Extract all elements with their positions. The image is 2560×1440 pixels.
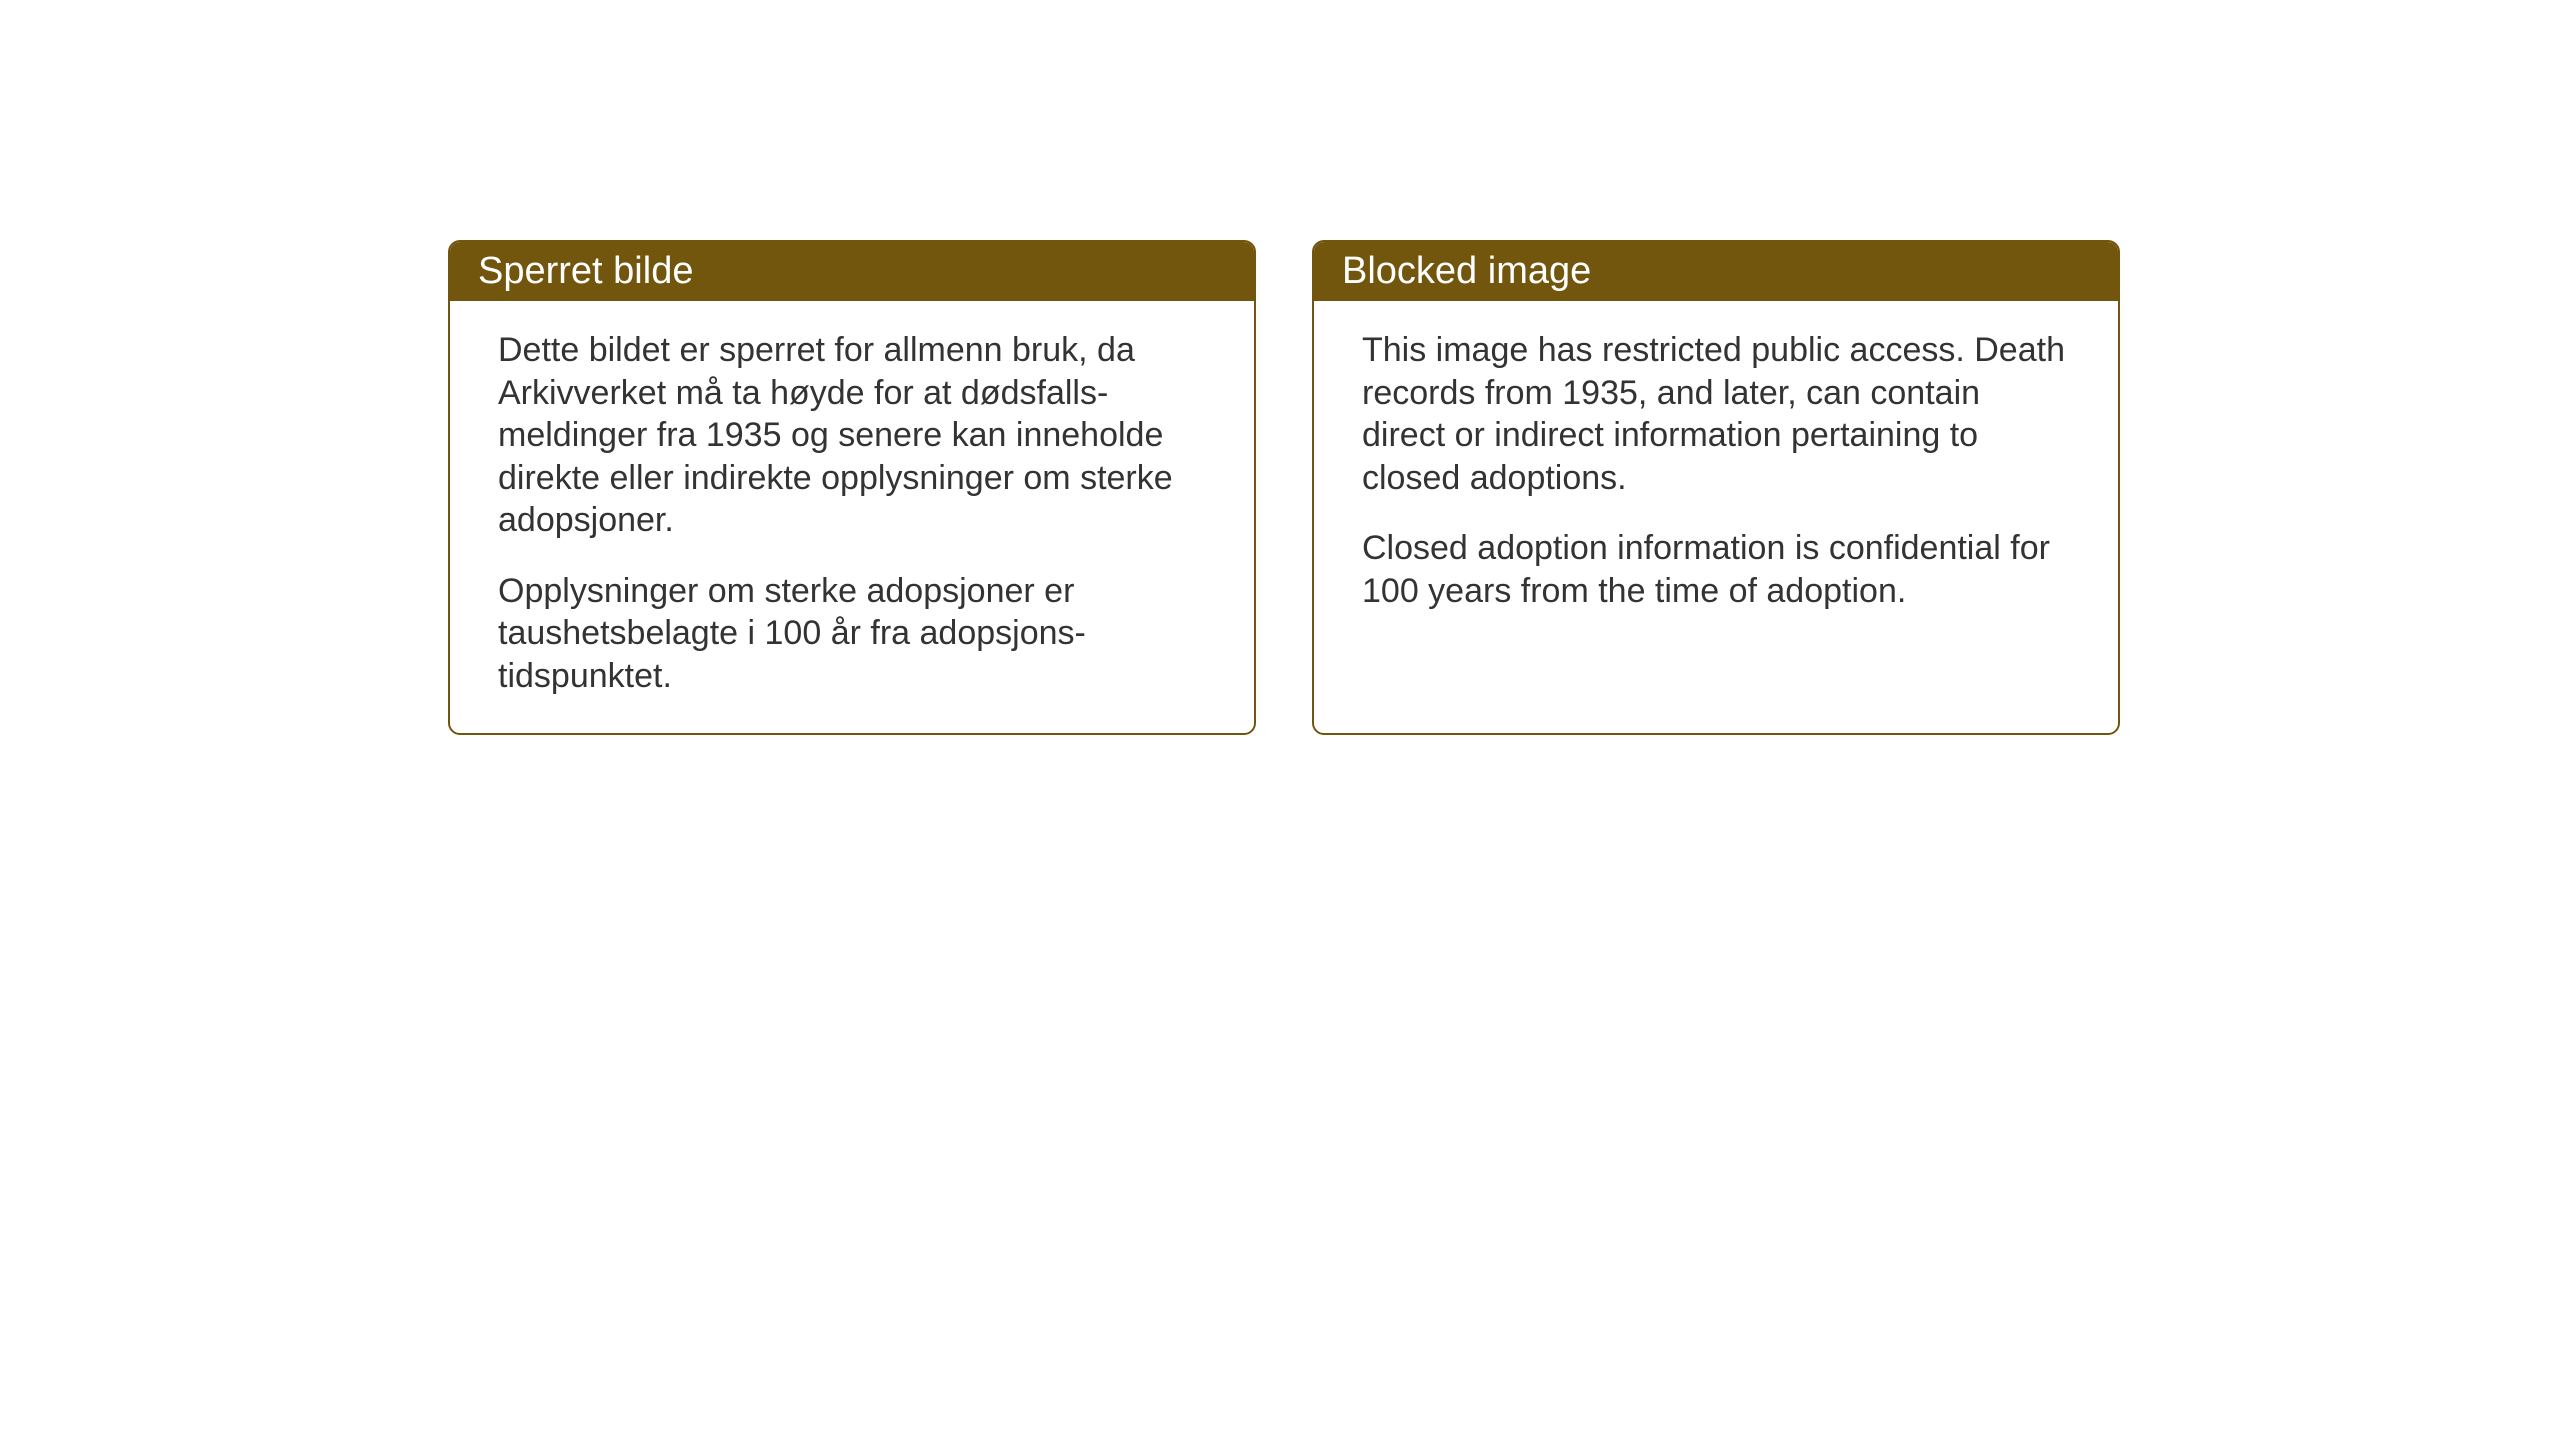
english-notice-card: Blocked image This image has restricted … bbox=[1312, 240, 2120, 735]
norwegian-paragraph-2: Opplysninger om sterke adopsjoner er tau… bbox=[498, 570, 1206, 698]
notice-container: Sperret bilde Dette bildet er sperret fo… bbox=[448, 240, 2120, 735]
norwegian-paragraph-1: Dette bildet er sperret for allmenn bruk… bbox=[498, 329, 1206, 542]
norwegian-notice-card: Sperret bilde Dette bildet er sperret fo… bbox=[448, 240, 1256, 735]
english-paragraph-2: Closed adoption information is confident… bbox=[1362, 527, 2070, 612]
norwegian-card-header: Sperret bilde bbox=[450, 242, 1254, 301]
english-card-body: This image has restricted public access.… bbox=[1314, 301, 2118, 648]
english-card-header: Blocked image bbox=[1314, 242, 2118, 301]
english-paragraph-1: This image has restricted public access.… bbox=[1362, 329, 2070, 499]
norwegian-card-body: Dette bildet er sperret for allmenn bruk… bbox=[450, 301, 1254, 733]
